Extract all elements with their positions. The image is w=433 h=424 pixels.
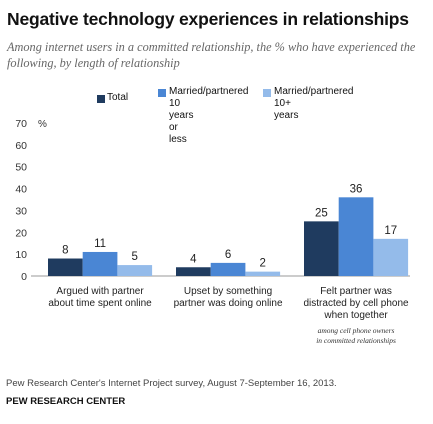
legend-label-10-plus-years-line1: Married/partnered xyxy=(274,86,354,97)
legend: Total Married/partnered 10 years or less… xyxy=(0,86,433,145)
bar xyxy=(210,262,246,276)
bar-value-label: 11 xyxy=(94,238,106,250)
category-label: Felt partner was xyxy=(320,286,392,297)
footnote: Pew Research Center's Internet Project s… xyxy=(6,378,337,389)
y-unit-label: % xyxy=(38,119,47,130)
category-annotation: among cell phone owners xyxy=(318,326,395,335)
y-tick-label: 70 xyxy=(15,118,27,130)
category-label: partner was doing online xyxy=(174,298,283,309)
bar-value-label: 6 xyxy=(225,249,231,261)
y-tick-label: 10 xyxy=(15,249,27,261)
bar xyxy=(304,221,339,276)
bar-value-label: 4 xyxy=(190,253,197,265)
bar xyxy=(82,251,118,276)
y-tick-label: 50 xyxy=(15,162,27,174)
chart-title: Negative technology experiences in relat… xyxy=(7,9,409,29)
category-label: about time spent online xyxy=(48,298,152,309)
source: PEW RESEARCH CENTER xyxy=(6,396,126,407)
bar xyxy=(338,197,374,276)
bar-value-label: 5 xyxy=(132,251,138,263)
y-tick-label: 30 xyxy=(15,205,27,217)
category-label: Argued with partner xyxy=(56,286,144,297)
category-annotation: in committed relationships xyxy=(316,336,396,345)
y-tick-label: 40 xyxy=(15,184,27,196)
legend-swatch-total xyxy=(97,95,105,103)
bar-value-label: 2 xyxy=(260,258,266,270)
bar-value-label: 17 xyxy=(384,225,397,237)
bar-value-label: 25 xyxy=(315,207,328,219)
legend-label-10-years-or-less-line2: 10 years or less xyxy=(169,98,194,145)
y-tick-label: 20 xyxy=(15,227,27,239)
bar xyxy=(373,238,409,276)
y-tick-label: 0 xyxy=(21,271,27,283)
bar xyxy=(117,265,153,276)
category-label: distracted by cell phone xyxy=(304,298,410,309)
y-tick-label: 60 xyxy=(15,140,27,152)
bar xyxy=(48,258,83,276)
legend-label-10-years-or-less-line1: Married/partnered xyxy=(169,86,249,97)
legend-swatch-10-years-or-less xyxy=(158,89,166,97)
legend-label-10-plus-years-line2: 10+ years xyxy=(274,98,299,121)
bar-value-label: 8 xyxy=(62,245,68,257)
category-label: Upset by something xyxy=(184,286,272,297)
category-label: when together xyxy=(323,310,388,321)
legend-label-total: Total xyxy=(107,92,129,103)
bar xyxy=(245,271,281,276)
bar xyxy=(176,267,211,276)
bar-value-label: 36 xyxy=(350,183,363,195)
legend-swatch-10-plus-years xyxy=(263,89,271,97)
chart-subtitle: Among internet users in a committed rela… xyxy=(7,40,416,70)
